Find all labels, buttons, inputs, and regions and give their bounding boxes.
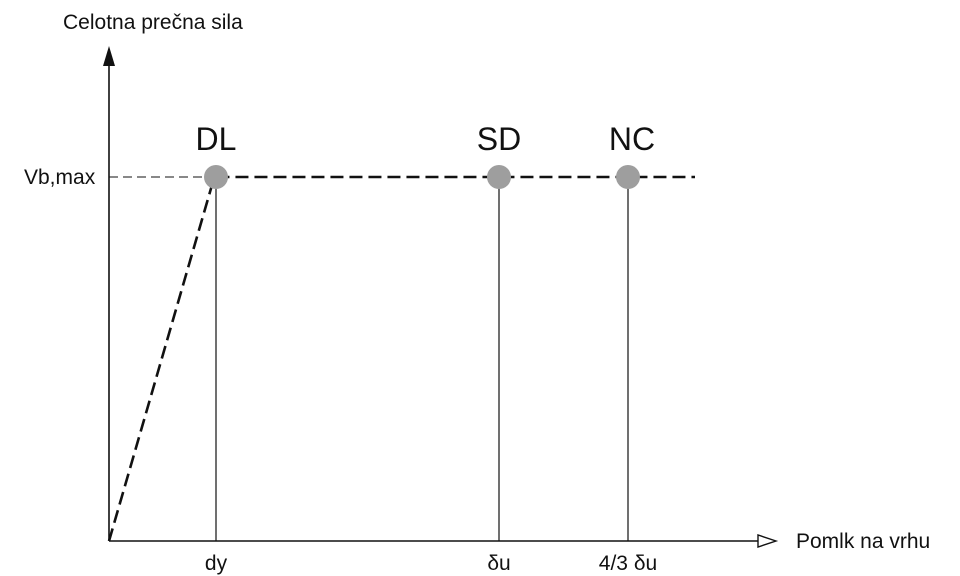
sd-label: SD <box>477 121 521 157</box>
x-axis-arrowhead <box>757 534 779 548</box>
x-axis-label: Pomlk na vrhu <box>796 530 930 553</box>
y-axis-label: Celotna prečna sila <box>63 11 243 34</box>
nc-marker <box>616 165 640 189</box>
dl-label: DL <box>196 121 237 157</box>
dy-tick-label: dy <box>205 552 228 575</box>
du-tick-label: δu <box>487 552 510 575</box>
four-thirds-du-tick-label: 4/3 δu <box>599 552 657 575</box>
dl-marker <box>204 165 228 189</box>
sd-marker <box>487 165 511 189</box>
y-axis-arrowhead <box>103 46 115 66</box>
y-tick-label: Vb,max <box>24 166 96 189</box>
capacity-curve <box>107 175 695 542</box>
nc-label: NC <box>609 121 655 157</box>
